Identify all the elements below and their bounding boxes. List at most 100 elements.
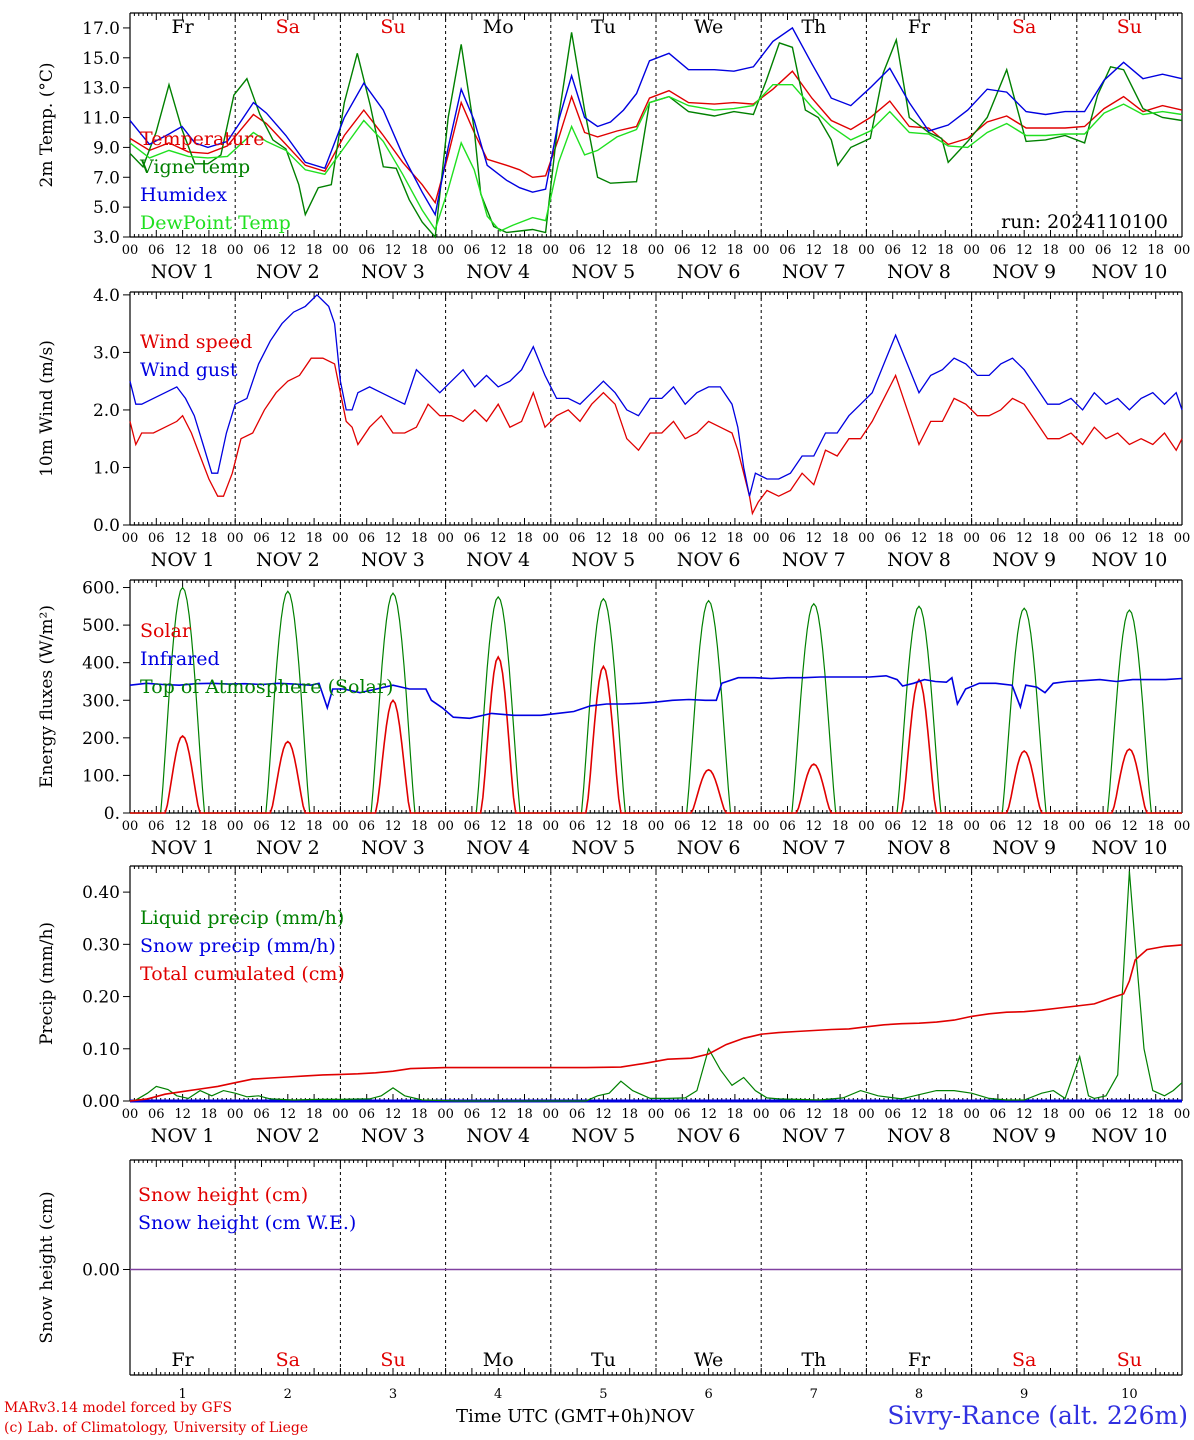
hour-tick-label: 18 [832,819,849,834]
y-tick-label: 1.0 [93,458,120,478]
day-number-label: 8 [915,1387,923,1402]
weekday-label-top: Sa [1012,16,1036,38]
hour-tick-label: 18 [201,531,218,546]
legend-entry: Vigne temp [139,156,250,178]
hour-tick-label: 12 [490,1107,507,1122]
hour-tick-label: 18 [1042,1107,1059,1122]
date-label: NOV 6 [677,261,741,283]
hour-tick-label: 00 [648,243,665,258]
hour-tick-label: 06 [464,531,481,546]
date-label: NOV 2 [256,549,320,571]
date-label: NOV 10 [1091,261,1167,283]
hour-tick-label: 12 [806,531,823,546]
day-number-label: 3 [389,1387,397,1402]
hour-tick-label: 18 [727,243,744,258]
hour-tick-label: 12 [700,1107,717,1122]
legend-entry: Liquid precip (mm/h) [140,907,344,929]
weekday-label-bottom: Mo [483,1349,514,1371]
lab-credit: (c) Lab. of Climatology, University of L… [4,1420,309,1436]
weekday-label-top: Fr [908,16,931,38]
date-label: NOV 4 [466,837,530,859]
hour-tick-label: 06 [358,243,375,258]
legend-entry: Total cumulated (cm) [140,963,345,985]
y-tick-label: 0.40 [82,883,120,903]
day-number-label: 6 [704,1387,712,1402]
hour-tick-label: 18 [727,819,744,834]
day-number-label: 4 [494,1387,502,1402]
legend-entry: DewPoint Temp [140,212,291,234]
hour-tick-label: 18 [937,819,954,834]
hour-tick-label: 18 [832,243,849,258]
hour-tick-label: 18 [1042,819,1059,834]
hour-tick-label: 06 [464,819,481,834]
weekday-label-bottom: Fr [908,1349,931,1371]
hour-tick-label: 00 [227,243,244,258]
legend-entry: Snow precip (mm/h) [140,935,336,957]
weekday-label-bottom: Su [1117,1349,1142,1371]
date-label: NOV 8 [887,261,951,283]
hour-tick-label: 00 [1069,1107,1086,1122]
hour-tick-label: 06 [779,819,796,834]
y-tick-label: 3.0 [93,228,120,248]
hour-tick-label: 12 [1121,531,1138,546]
hour-tick-label: 00 [543,819,560,834]
hour-tick-label: 12 [280,243,297,258]
hour-tick-label: 06 [1095,243,1112,258]
hour-tick-label: 00 [122,819,139,834]
hour-tick-label: 18 [1147,243,1164,258]
hour-tick-label: 00 [648,1107,665,1122]
hour-tick-label: 12 [174,531,191,546]
hour-tick-label: 18 [516,531,533,546]
legend-entry: Wind gust [140,359,238,381]
y-tick-label: 0.10 [82,1040,120,1060]
date-label: NOV 2 [256,1125,320,1147]
series-vigne-temp [129,32,1183,239]
hour-tick-label: 18 [411,243,428,258]
date-label: NOV 9 [992,1125,1056,1147]
day-number-label: 2 [284,1387,292,1402]
hour-tick-label: 06 [1095,1107,1112,1122]
date-label: NOV 9 [992,261,1056,283]
hour-tick-label: 12 [174,243,191,258]
hour-tick-label: 18 [411,531,428,546]
hour-tick-label: 12 [806,243,823,258]
hour-tick-label: 12 [595,819,612,834]
hour-tick-label: 06 [779,531,796,546]
run-label: run: 2024110100 [1001,211,1168,233]
day-number-label: 5 [599,1387,607,1402]
day-number-label: 7 [810,1387,818,1402]
date-label: NOV 1 [151,261,215,283]
weekday-label-bottom: We [694,1349,723,1371]
hour-tick-label: 06 [569,243,586,258]
hour-tick-label: 12 [911,243,928,258]
hour-tick-label: 12 [1016,243,1033,258]
hour-tick-label: 18 [306,243,323,258]
hour-tick-label: 18 [621,819,638,834]
hour-tick-label: 06 [884,531,901,546]
date-label: NOV 3 [361,261,425,283]
y-axis-label: 2m Temp. (°C) [37,62,57,187]
hour-tick-label: 18 [937,531,954,546]
weekday-label-top: Fr [171,16,194,38]
hour-tick-label: 00 [858,819,875,834]
hour-tick-label: 12 [385,243,402,258]
hour-tick-label: 00 [227,531,244,546]
hour-tick-label: 00 [753,243,770,258]
y-tick-label: 0.0 [93,516,120,536]
hour-tick-label: 00 [1069,243,1086,258]
hour-tick-label: 18 [1042,531,1059,546]
date-label: NOV 8 [887,1125,951,1147]
y-tick-label: 5.0 [93,198,120,218]
hour-tick-label: 18 [306,819,323,834]
hour-tick-label: 06 [884,243,901,258]
date-label: NOV 7 [782,1125,846,1147]
hour-tick-label: 18 [411,819,428,834]
hour-tick-label: 18 [201,819,218,834]
y-tick-label: 11.0 [82,109,120,129]
y-tick-label: 13.0 [82,79,120,99]
hour-tick-label: 18 [201,1107,218,1122]
hour-tick-label: 06 [148,819,165,834]
series-liquid-precip [129,871,1183,1102]
date-label: NOV 4 [466,549,530,571]
weekday-label-bottom: Su [380,1349,405,1371]
